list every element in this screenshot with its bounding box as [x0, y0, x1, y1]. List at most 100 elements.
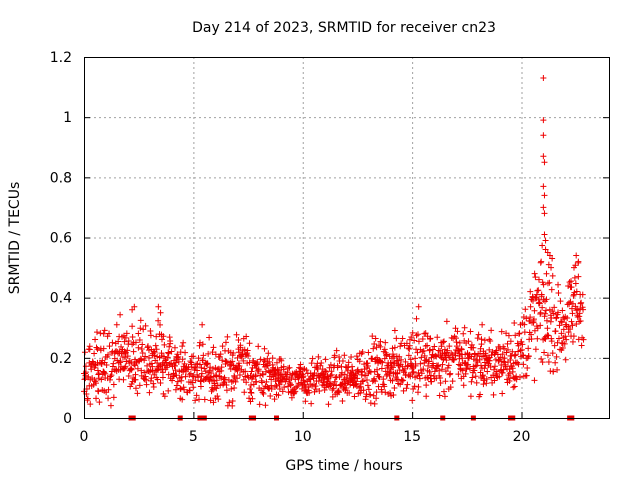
data-point — [273, 382, 280, 389]
data-point — [393, 335, 400, 342]
data-point — [538, 258, 545, 265]
y-tick-label: 0.6 — [50, 231, 72, 247]
data-point — [369, 333, 376, 340]
data-point — [195, 374, 202, 381]
data-point — [550, 310, 557, 317]
data-point — [200, 352, 207, 359]
data-point — [539, 359, 546, 366]
data-point — [157, 321, 164, 328]
data-point — [287, 381, 294, 388]
data-point — [505, 332, 512, 339]
data-point — [339, 398, 346, 405]
data-point — [478, 341, 485, 348]
data-point — [543, 270, 550, 277]
data-point — [443, 318, 450, 325]
data-point — [371, 400, 378, 407]
data-point — [423, 393, 430, 400]
data-point — [158, 336, 165, 343]
data-point — [432, 352, 439, 359]
data-point — [186, 371, 193, 378]
data-point — [237, 342, 244, 349]
data-point — [159, 369, 166, 376]
data-point — [531, 270, 538, 277]
data-point — [389, 364, 396, 371]
data-point — [359, 369, 366, 376]
data-point — [145, 343, 152, 350]
data-point — [459, 367, 466, 374]
data-point — [531, 377, 538, 384]
data-point — [414, 331, 421, 338]
data-point — [367, 400, 374, 407]
data-point — [103, 362, 110, 369]
data-point — [150, 383, 157, 390]
data-point — [479, 321, 486, 328]
data-point — [371, 341, 378, 348]
data-point — [571, 264, 577, 271]
data-point — [525, 345, 532, 352]
data-point — [485, 360, 492, 367]
data-point — [93, 329, 100, 336]
data-point — [365, 349, 372, 356]
data-point — [157, 309, 164, 316]
data-point — [122, 334, 129, 341]
data-point — [206, 334, 213, 341]
data-point — [196, 361, 203, 368]
data-point — [175, 353, 182, 360]
data-point — [538, 355, 545, 362]
data-point — [180, 339, 187, 346]
data-point — [376, 374, 383, 381]
data-point — [540, 204, 547, 211]
data-point — [439, 361, 446, 368]
data-point — [451, 356, 458, 363]
data-point — [527, 303, 534, 310]
data-point — [218, 364, 225, 371]
data-point — [115, 338, 122, 345]
x-axis-ticks: 0 5 10 15 20 — [80, 412, 530, 445]
data-point — [281, 384, 288, 391]
data-point — [528, 335, 535, 342]
data-point — [260, 390, 267, 397]
data-point — [420, 366, 427, 373]
data-point — [198, 364, 205, 371]
data-point — [549, 272, 556, 279]
data-point — [325, 383, 332, 390]
data-point — [436, 392, 443, 399]
data-point — [106, 330, 113, 337]
data-point — [269, 355, 276, 362]
data-point — [556, 322, 563, 329]
data-point — [557, 298, 564, 305]
data-point — [312, 386, 319, 393]
data-point — [558, 330, 565, 337]
data-point — [364, 382, 371, 389]
data-point — [475, 331, 482, 338]
data-point — [540, 132, 547, 139]
data-point — [237, 352, 244, 359]
data-point — [397, 343, 404, 350]
data-point — [406, 336, 413, 343]
data-point — [444, 347, 451, 354]
data-point — [550, 368, 557, 375]
data-point — [309, 355, 316, 362]
data-point — [415, 383, 422, 390]
data-point — [248, 390, 255, 397]
data-point — [540, 183, 547, 190]
data-point — [436, 367, 443, 374]
data-point — [382, 339, 389, 346]
data-point — [572, 303, 579, 310]
data-point — [322, 356, 329, 363]
data-point — [398, 340, 405, 347]
data-point — [165, 387, 172, 394]
data-point — [468, 378, 475, 385]
data-point — [216, 373, 223, 380]
data-point — [363, 376, 370, 383]
data-point — [375, 373, 382, 380]
data-point — [486, 346, 493, 353]
data-point — [415, 303, 422, 310]
data-point — [268, 386, 275, 393]
data-point — [393, 376, 400, 383]
data-point — [282, 378, 289, 385]
data-point — [431, 343, 438, 350]
data-point — [187, 358, 194, 365]
data-point — [230, 350, 237, 357]
data-point — [173, 372, 180, 379]
